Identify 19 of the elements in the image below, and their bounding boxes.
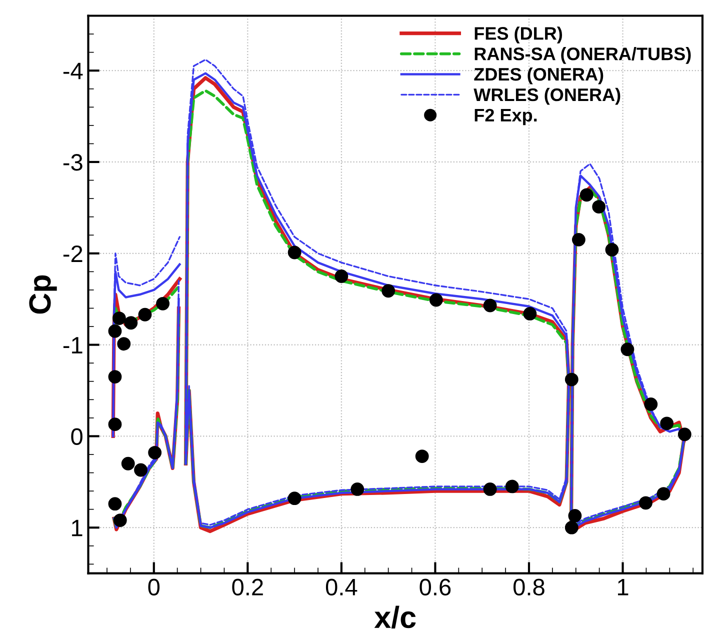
legend-label: F2 Exp. (474, 108, 537, 126)
y-tick-label: -1 (63, 337, 82, 354)
y-tick-label: 0 (71, 428, 82, 445)
y-tick-label: -2 (63, 245, 82, 262)
x-tick-label: 0 (148, 578, 160, 596)
x-axis-title: x/c (374, 606, 416, 628)
legend-label: RANS-SA (ONERA/TUBS) (474, 47, 691, 64)
y-tick-label: -4 (63, 62, 83, 80)
x-tick-label: 0.4 (326, 578, 358, 596)
x-tick-label: 0.8 (514, 578, 544, 596)
x-tick-label: 1 (618, 579, 628, 596)
legend-label: WRLES (ONERA) (474, 88, 620, 105)
x-tick-label: 0.6 (420, 578, 451, 596)
y-tick-label: -3 (63, 154, 82, 171)
legend-label: FES (DLR) (474, 26, 562, 44)
x-tick-label: 0.2 (232, 578, 263, 596)
y-tick-label: 1 (72, 520, 82, 536)
y-axis-title: Cp (29, 275, 57, 314)
legend-label: ZDES (ONERA) (474, 67, 604, 84)
